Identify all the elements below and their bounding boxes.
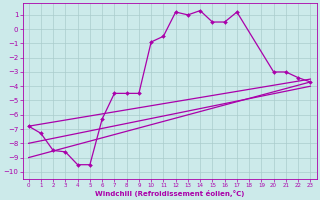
X-axis label: Windchill (Refroidissement éolien,°C): Windchill (Refroidissement éolien,°C) [95,190,244,197]
